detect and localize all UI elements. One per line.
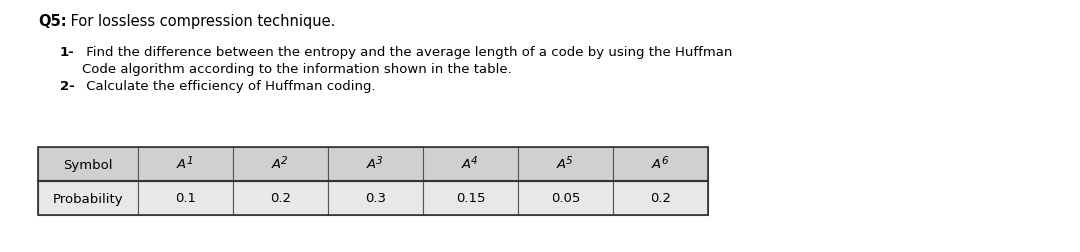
Bar <box>518 147 613 181</box>
Text: Probability: Probability <box>53 192 123 205</box>
Text: A: A <box>177 158 186 171</box>
Bar <box>613 181 708 215</box>
Text: 6: 6 <box>661 155 667 165</box>
Text: 3: 3 <box>376 155 382 165</box>
Bar <box>38 147 138 181</box>
Text: For lossless compression technique.: For lossless compression technique. <box>66 14 336 29</box>
Bar <box>613 147 708 181</box>
Text: A: A <box>652 158 661 171</box>
Bar <box>233 147 328 181</box>
Text: 1: 1 <box>186 155 193 165</box>
Bar <box>423 147 518 181</box>
Text: Q5:: Q5: <box>38 14 67 29</box>
Text: Find the difference between the entropy and the average length of a code by usin: Find the difference between the entropy … <box>82 46 732 59</box>
Text: 2-: 2- <box>60 80 75 93</box>
Bar <box>518 181 613 215</box>
Text: 5: 5 <box>566 155 572 165</box>
Bar <box>138 147 233 181</box>
Bar <box>328 181 423 215</box>
Text: A: A <box>557 158 566 171</box>
Text: 0.1: 0.1 <box>175 192 195 205</box>
Text: 0.3: 0.3 <box>365 192 386 205</box>
Bar <box>38 181 138 215</box>
Text: 0.2: 0.2 <box>270 192 291 205</box>
Text: 0.15: 0.15 <box>456 192 485 205</box>
Text: Symbol: Symbol <box>64 158 112 171</box>
Text: 2: 2 <box>281 155 287 165</box>
Bar <box>233 181 328 215</box>
Bar <box>38 147 708 215</box>
Text: 0.2: 0.2 <box>650 192 671 205</box>
Text: A: A <box>367 158 376 171</box>
Text: Code algorithm according to the information shown in the table.: Code algorithm according to the informat… <box>82 63 512 76</box>
Text: Calculate the efficiency of Huffman coding.: Calculate the efficiency of Huffman codi… <box>82 80 376 93</box>
Bar <box>423 181 518 215</box>
Text: A: A <box>272 158 281 171</box>
Text: 0.05: 0.05 <box>551 192 580 205</box>
Bar <box>328 147 423 181</box>
Text: 4: 4 <box>471 155 477 165</box>
Text: A: A <box>462 158 471 171</box>
Text: 1-: 1- <box>60 46 75 59</box>
Bar <box>138 181 233 215</box>
